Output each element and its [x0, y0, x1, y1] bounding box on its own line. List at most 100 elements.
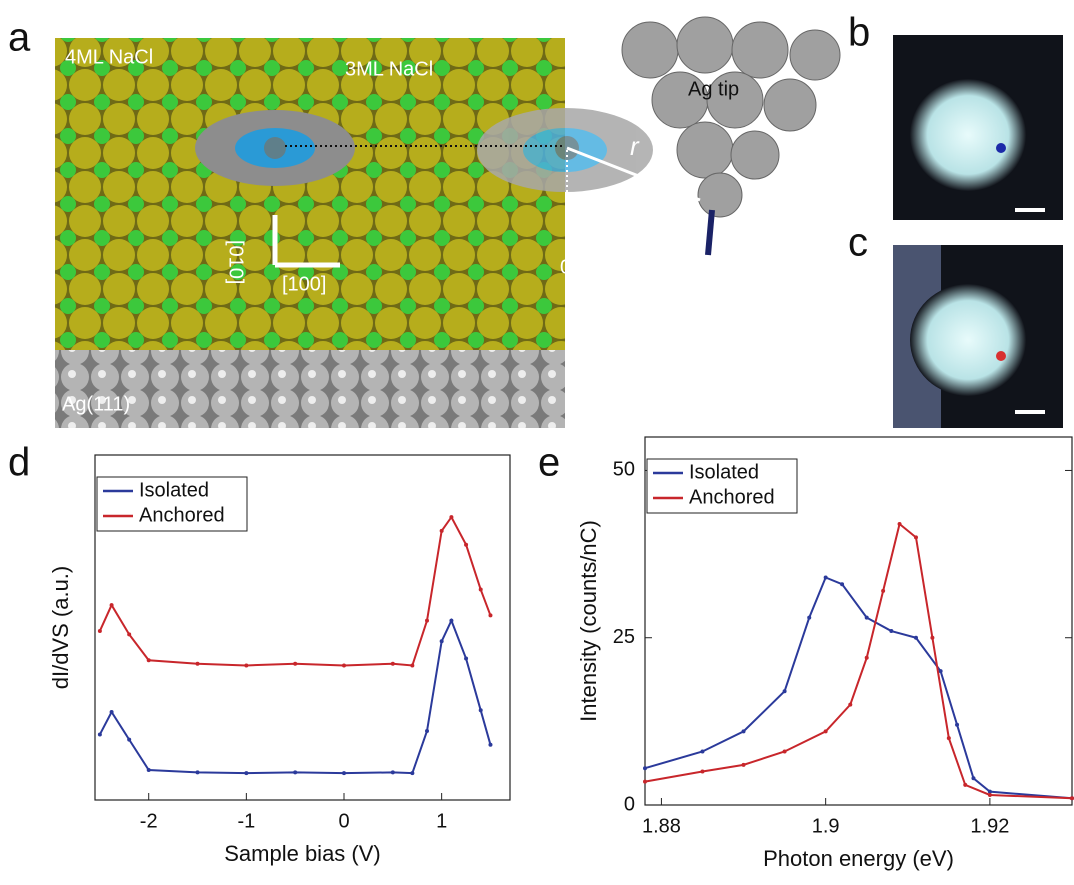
data-point: [930, 636, 934, 640]
legend-label: Isolated: [139, 479, 209, 501]
data-point: [881, 589, 885, 593]
series-line: [645, 578, 1072, 799]
molecule-anchored: [477, 108, 653, 192]
molecule-image: [910, 79, 1026, 191]
series-line: [100, 517, 491, 665]
data-point: [700, 749, 704, 753]
data-point: [449, 515, 453, 519]
series-line: [645, 524, 1072, 798]
data-point: [440, 639, 444, 643]
x-tick-label: 1.88: [642, 815, 681, 837]
panel-label: b: [848, 11, 870, 55]
data-point: [98, 732, 102, 736]
data-point: [939, 669, 943, 673]
data-point: [947, 736, 951, 740]
data-point: [1070, 796, 1074, 800]
y-axis-label: dI/dVS (a.u.): [48, 566, 73, 690]
data-point: [342, 663, 346, 667]
y-tick-label: 50: [613, 459, 635, 481]
x-tick-label: 0: [338, 810, 349, 832]
data-point: [464, 543, 468, 547]
data-point: [742, 763, 746, 767]
y-tick-label: 0: [624, 793, 635, 815]
data-point: [440, 529, 444, 533]
label: [010]: [225, 240, 247, 284]
label: r: [630, 131, 640, 161]
data-point: [742, 729, 746, 733]
data-point: [824, 576, 828, 580]
data-point: [479, 588, 483, 592]
label: θ: [625, 228, 636, 250]
data-point: [110, 710, 114, 714]
data-point: [865, 616, 869, 620]
data-point: [425, 729, 429, 733]
data-point: [955, 723, 959, 727]
panel-label: e: [538, 441, 560, 485]
data-point: [889, 629, 893, 633]
data-point: [700, 770, 704, 774]
figure: 4ML NaCl 3ML NaCl Ag tip [010] [100] 0° …: [0, 0, 1074, 880]
data-point: [643, 780, 647, 784]
data-point: [840, 582, 844, 586]
data-point: [244, 771, 248, 775]
data-point: [464, 657, 468, 661]
data-point: [391, 662, 395, 666]
label: 0°: [560, 256, 579, 278]
data-point: [783, 749, 787, 753]
data-point: [807, 616, 811, 620]
data-point: [865, 656, 869, 660]
label: Ag tip: [688, 78, 739, 100]
label: 3ML NaCl: [345, 58, 433, 80]
data-point: [963, 783, 967, 787]
scale-bar: [1015, 410, 1045, 414]
data-point: [127, 738, 131, 742]
molecule-image: [910, 284, 1026, 396]
ag-layer: [55, 350, 565, 428]
data-point: [196, 662, 200, 666]
x-tick-label: 1.9: [812, 815, 840, 837]
legend-label: Isolated: [689, 461, 759, 483]
panel-label: a: [8, 16, 31, 60]
x-tick-label: 1.92: [970, 815, 1009, 837]
legend-label: Anchored: [689, 486, 775, 508]
data-point: [244, 663, 248, 667]
data-point: [783, 689, 787, 693]
molecule-isolated: [195, 110, 355, 186]
data-point: [410, 663, 414, 667]
x-tick-label: -1: [237, 810, 255, 832]
data-point: [147, 768, 151, 772]
data-point: [643, 766, 647, 770]
data-point: [479, 708, 483, 712]
data-point: [824, 729, 828, 733]
x-axis-label: Photon energy (eV): [763, 846, 954, 871]
data-point: [196, 770, 200, 774]
data-point: [449, 619, 453, 623]
x-tick-label: 1: [436, 810, 447, 832]
data-point: [488, 743, 492, 747]
data-point: [914, 535, 918, 539]
y-tick-label: 25: [613, 626, 635, 648]
data-point: [98, 629, 102, 633]
data-point: [488, 613, 492, 617]
data-point: [410, 771, 414, 775]
label: 4ML NaCl: [65, 46, 153, 68]
x-tick-label: -2: [140, 810, 158, 832]
nacl-layer: [55, 38, 565, 353]
panel-label: c: [848, 221, 868, 265]
data-point: [914, 636, 918, 640]
series-line: [100, 621, 491, 773]
data-point: [293, 770, 297, 774]
data-point: [425, 619, 429, 623]
data-point: [988, 793, 992, 797]
data-point: [342, 771, 346, 775]
data-point: [147, 658, 151, 662]
panel-label: d: [8, 441, 30, 485]
data-point: [391, 770, 395, 774]
tip-position: [996, 143, 1006, 153]
label: [100]: [282, 273, 326, 295]
legend-label: Anchored: [139, 504, 225, 526]
tip-position: [996, 351, 1006, 361]
label: Ag(111): [62, 393, 130, 415]
ag-tip: [622, 17, 840, 255]
scale-bar: [1015, 208, 1045, 212]
